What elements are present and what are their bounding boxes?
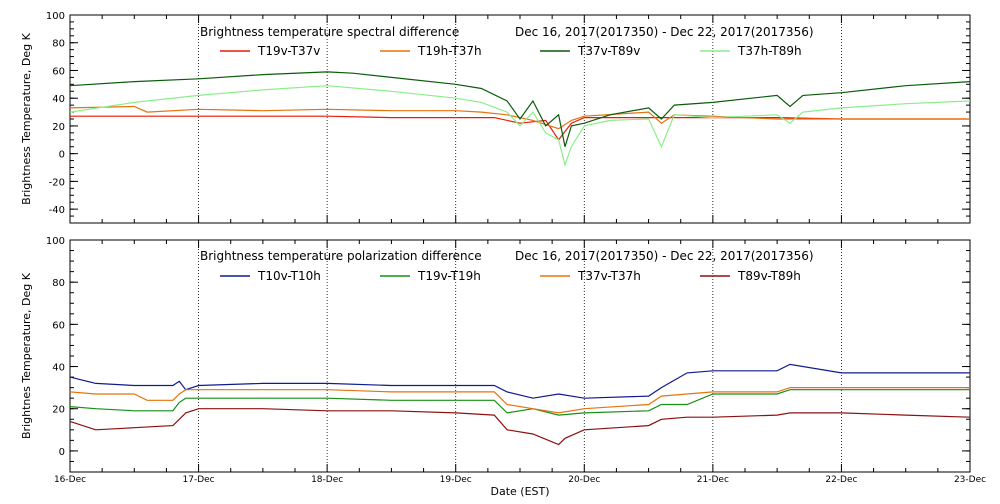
chart-date-range: Dec 16, 2017(2017350) - Dec 22, 2017(201… (515, 249, 814, 263)
series-line-T89v-T89h (69, 408, 971, 446)
x-tick-label: 17-Dec (183, 475, 215, 485)
y-tick-label: 60 (52, 66, 65, 77)
series-line-T19v-T37v (70, 115, 970, 141)
series-line-T37h-T89h (69, 85, 971, 167)
x-tick-label: 20-Dec (568, 475, 600, 485)
y-tick-label: 40 (52, 363, 65, 374)
y-tick-label: 80 (52, 39, 65, 50)
x-axis-label: Date (EST) (490, 485, 549, 498)
x-tick-label: 22-Dec (825, 475, 857, 485)
y-tick-label: 20 (52, 405, 65, 416)
legend-label: T19h-T37h (417, 44, 482, 58)
x-tick-label: 21-Dec (697, 475, 729, 485)
chart-title: Brightness temperature spectral differen… (200, 25, 459, 39)
legend-label: T37v-T37h (577, 269, 641, 283)
y-axis-label: Brightnes Temperature, Deg K (20, 272, 33, 439)
y-tick-label: 0 (59, 150, 65, 161)
y-axis-label: Brightness Temperature, Deg K (20, 32, 33, 204)
y-tick-label: 60 (52, 320, 65, 331)
y-tick-label: 40 (52, 94, 65, 105)
series-line-T19v-T19h (69, 389, 970, 416)
x-tick-label: 19-Dec (440, 475, 472, 485)
chart-title: Brightness temperature polarization diff… (200, 249, 482, 263)
y-tick-label: -20 (49, 177, 65, 188)
legend-label: T89v-T89h (737, 269, 801, 283)
legend-label: T19v-T37v (257, 44, 320, 58)
y-tick-label: 0 (59, 447, 65, 458)
y-tick-label: 80 (52, 278, 65, 289)
plot-frame-1 (69, 239, 971, 473)
x-tick-label: 18-Dec (311, 475, 343, 485)
y-tick-label: 100 (46, 236, 65, 247)
legend-label: T37h-T89h (737, 44, 802, 58)
series-line-T37v-T89v (69, 71, 971, 147)
chart-date-range: Dec 16, 2017(2017350) - Dec 22, 2017(201… (515, 25, 814, 39)
y-tick-label: -40 (49, 205, 65, 216)
x-tick-label: 16-Dec (54, 475, 86, 485)
y-tick-label: 20 (52, 122, 65, 133)
legend-label: T37v-T89v (577, 44, 640, 58)
x-tick-label: 23-Dec (954, 475, 986, 485)
legend-label: T19v-T19h (417, 269, 481, 283)
series-line-T37v-T37h (69, 387, 970, 414)
legend-label: T10v-T10h (257, 269, 321, 283)
series-line-T10v-T10h (69, 363, 970, 399)
y-tick-label: 100 (46, 11, 65, 22)
series-line-T19h-T37h (69, 105, 970, 130)
